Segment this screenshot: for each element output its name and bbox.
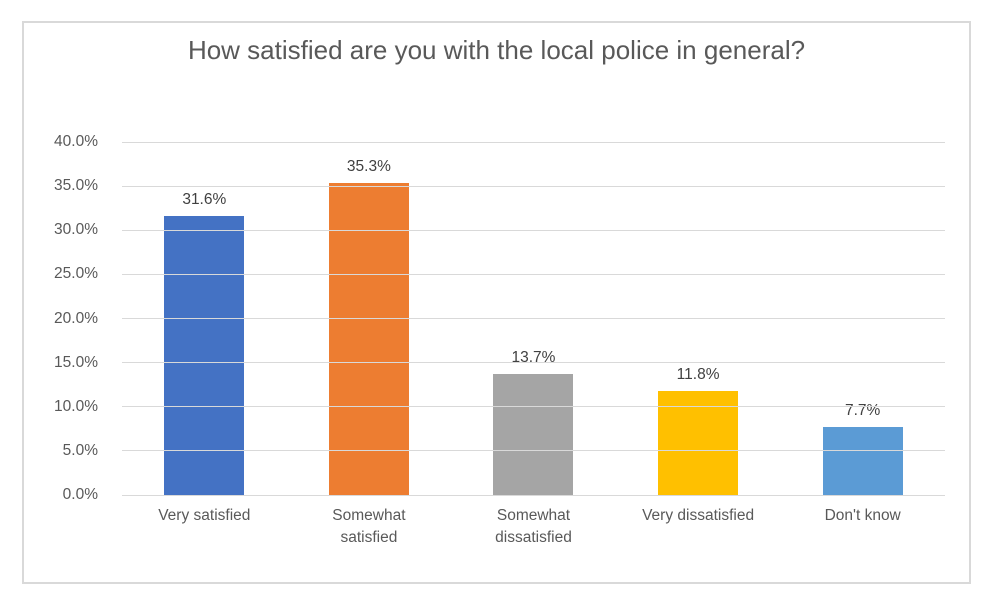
x-category-label-text: Very satisfied: [158, 507, 251, 524]
gridline: [122, 318, 945, 319]
x-category-label: Somewhat satisfied: [287, 505, 452, 548]
bar-somewhat-satisfied: [328, 183, 409, 495]
gridline: [122, 406, 945, 408]
bar-data-label: 31.6%: [182, 191, 227, 209]
y-tick-label: 15.0%: [54, 353, 98, 371]
bar-series: 31.6% 35.3% 13.7% 11.8% 7.7%: [122, 142, 945, 495]
gridline: [122, 185, 945, 187]
x-category-label-text: Somewhat satisfied: [332, 507, 406, 546]
bar-very-dissatisfied: [658, 390, 739, 495]
y-tick-label: 25.0%: [54, 265, 98, 283]
x-category-label-text: Very dissatisfied: [642, 507, 755, 524]
y-tick-label: 20.0%: [54, 309, 98, 327]
y-tick-label: 10.0%: [54, 397, 98, 415]
x-category-label: Somewhat dissatisfied: [451, 505, 616, 548]
bar-column: 13.7%: [451, 142, 616, 495]
bar-don-t-know: [822, 427, 903, 495]
x-category-label: Very dissatisfied: [616, 505, 781, 548]
x-category-label: Very satisfied: [122, 505, 287, 548]
x-axis-labels: Very satisfied Somewhat satisfied Somewhat…: [122, 505, 945, 548]
gridline: [122, 141, 945, 143]
bar-column: 7.7%: [780, 142, 945, 495]
bar-data-label: 35.3%: [346, 158, 391, 176]
bar-column: 31.6%: [122, 142, 287, 495]
gridline: [122, 362, 945, 364]
y-tick-label: 0.0%: [62, 486, 98, 503]
bar-column: 11.8%: [616, 142, 781, 495]
bar-data-label: 13.7%: [511, 349, 556, 367]
chart-title: How satisfied are you with the local pol…: [187, 35, 806, 65]
bar-column: 35.3%: [287, 142, 452, 495]
gridline: [122, 450, 945, 452]
bar-somewhat-dissatisfied: [493, 374, 574, 495]
gridline: [122, 273, 945, 275]
chart-frame: How satisfied are you with the local pol…: [22, 21, 971, 584]
x-category-label: Don't know: [780, 505, 945, 548]
y-tick-label: 35.0%: [54, 177, 98, 195]
y-tick-label: 30.0%: [54, 221, 98, 239]
gridline: [122, 229, 945, 231]
y-axis-ticks: 40.0% 35.0% 30.0% 25.0% 20.0% 15.0% 10.0% 5.0% 0…: [24, 133, 112, 503]
x-category-label-text: Don't know: [824, 507, 901, 524]
x-category-label-text: Somewhat dissatisfied: [495, 507, 572, 546]
y-tick-label: 5.0%: [62, 441, 98, 459]
bar-data-label: 7.7%: [845, 402, 881, 420]
plot-area: 31.6% 35.3% 13.7% 11.8% 7.7%: [122, 141, 945, 496]
gridline: [122, 494, 945, 496]
bar-data-label: 11.8%: [676, 365, 720, 383]
bar-very-satisfied: [164, 216, 245, 495]
y-tick-label: 40.0%: [54, 133, 98, 150]
